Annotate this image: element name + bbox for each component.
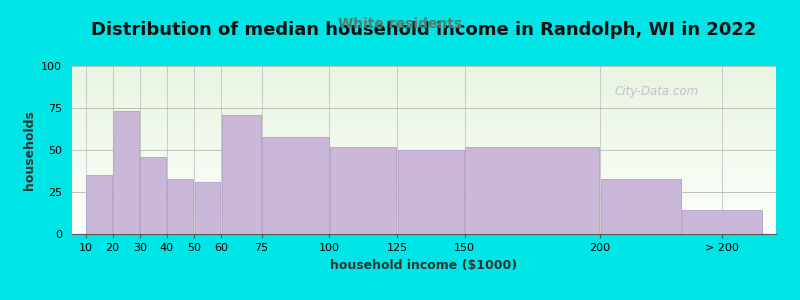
Bar	[140, 157, 166, 234]
Bar	[466, 147, 599, 234]
Bar	[601, 178, 681, 234]
Title: Distribution of median household income in Randolph, WI in 2022: Distribution of median household income …	[91, 21, 757, 39]
Y-axis label: households: households	[22, 110, 36, 190]
Bar	[330, 147, 396, 234]
X-axis label: household income ($1000): household income ($1000)	[330, 259, 518, 272]
Bar	[398, 150, 464, 234]
Text: White residents: White residents	[338, 17, 462, 32]
Bar	[194, 182, 220, 234]
Bar	[682, 211, 762, 234]
Bar	[86, 175, 112, 234]
Bar	[262, 136, 329, 234]
Bar	[114, 111, 139, 234]
Bar	[222, 115, 261, 234]
Bar	[167, 178, 193, 234]
Text: City-Data.com: City-Data.com	[614, 85, 698, 98]
